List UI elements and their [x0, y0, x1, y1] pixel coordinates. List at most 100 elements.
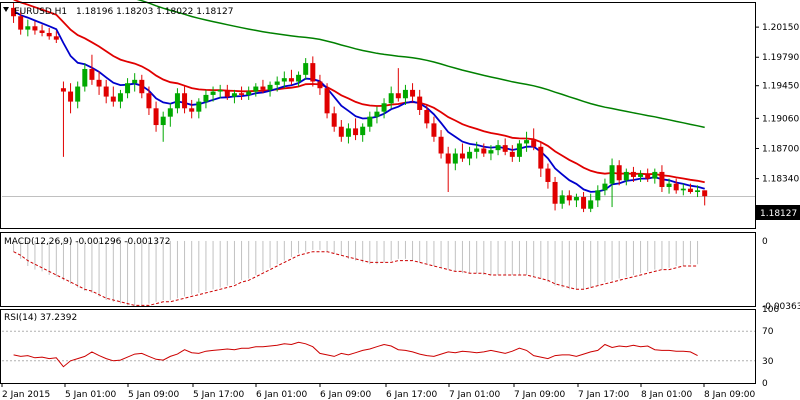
candle[interactable]	[395, 68, 401, 102]
candle[interactable]	[75, 81, 81, 109]
candle[interactable]	[296, 71, 302, 87]
candle[interactable]	[239, 86, 245, 100]
candle[interactable]	[402, 84, 408, 105]
rsi-pane[interactable]	[2, 330, 755, 368]
candle[interactable]	[317, 74, 323, 95]
candle[interactable]	[566, 190, 572, 206]
candle[interactable]	[495, 140, 501, 156]
candle[interactable]	[139, 74, 145, 99]
candle[interactable]	[110, 86, 116, 107]
candle[interactable]	[424, 104, 430, 129]
candle[interactable]	[552, 176, 558, 211]
candle[interactable]	[281, 71, 287, 89]
candle[interactable]	[103, 79, 109, 104]
candle[interactable]	[303, 58, 309, 80]
candle[interactable]	[46, 27, 52, 40]
candle[interactable]	[160, 111, 166, 142]
candle[interactable]	[117, 89, 123, 109]
price-pane[interactable]	[11, 0, 708, 213]
candle[interactable]	[132, 73, 138, 92]
candle[interactable]	[360, 123, 366, 142]
candle[interactable]	[531, 128, 537, 151]
candle[interactable]	[588, 193, 594, 213]
candle[interactable]	[89, 54, 95, 85]
candle[interactable]	[32, 21, 38, 35]
candle[interactable]	[217, 84, 223, 99]
candle[interactable]	[210, 86, 216, 102]
candle[interactable]	[68, 83, 74, 114]
macd-pane[interactable]	[13, 240, 699, 306]
candle[interactable]	[417, 89, 423, 115]
candle[interactable]	[630, 166, 636, 182]
candle[interactable]	[431, 116, 437, 142]
candle[interactable]	[39, 24, 45, 37]
candle[interactable]	[559, 190, 565, 209]
candle[interactable]	[345, 123, 351, 144]
candle[interactable]	[274, 76, 280, 92]
candle[interactable]	[267, 81, 273, 97]
candle[interactable]	[82, 63, 88, 92]
candle[interactable]	[702, 190, 708, 206]
candle[interactable]	[246, 86, 252, 100]
candle[interactable]	[474, 141, 480, 159]
candle[interactable]	[502, 138, 508, 156]
candle[interactable]	[638, 170, 644, 182]
candle[interactable]	[680, 183, 686, 196]
candle[interactable]	[438, 130, 444, 159]
candle[interactable]	[231, 89, 237, 104]
candle[interactable]	[481, 143, 487, 157]
candle[interactable]	[623, 168, 629, 186]
candle[interactable]	[196, 98, 202, 119]
candle[interactable]	[367, 111, 373, 132]
candle[interactable]	[125, 78, 131, 99]
candle[interactable]	[331, 106, 337, 132]
candle[interactable]	[18, 10, 24, 35]
candle[interactable]	[324, 83, 330, 119]
candle[interactable]	[573, 193, 579, 208]
candle[interactable]	[687, 183, 693, 194]
candle[interactable]	[595, 185, 601, 208]
candle[interactable]	[288, 69, 294, 85]
candle[interactable]	[60, 81, 66, 157]
candle[interactable]	[488, 145, 494, 161]
candle[interactable]	[581, 192, 587, 213]
candle[interactable]	[203, 89, 209, 109]
candle[interactable]	[524, 131, 530, 152]
candle[interactable]	[609, 158, 615, 208]
candle[interactable]	[338, 120, 344, 142]
candle[interactable]	[174, 88, 180, 114]
candle[interactable]	[645, 168, 651, 182]
candle[interactable]	[602, 178, 608, 196]
candle[interactable]	[445, 146, 451, 193]
candle[interactable]	[381, 98, 387, 119]
candle[interactable]	[11, 2, 17, 23]
candle[interactable]	[182, 86, 188, 114]
candle[interactable]	[253, 83, 259, 97]
candle[interactable]	[652, 168, 658, 184]
candle[interactable]	[260, 79, 266, 94]
candle[interactable]	[545, 163, 551, 189]
candle[interactable]	[695, 185, 701, 198]
candle[interactable]	[516, 140, 522, 162]
candle[interactable]	[467, 146, 473, 166]
candle[interactable]	[673, 178, 679, 194]
candle[interactable]	[189, 99, 195, 119]
candle[interactable]	[153, 101, 159, 132]
candle[interactable]	[509, 145, 515, 162]
candle[interactable]	[659, 165, 665, 193]
candle[interactable]	[410, 83, 416, 102]
candle[interactable]	[146, 86, 152, 115]
candle[interactable]	[666, 178, 672, 194]
candle[interactable]	[224, 84, 230, 100]
candle[interactable]	[459, 143, 465, 162]
candle[interactable]	[374, 106, 380, 124]
candle[interactable]	[310, 56, 316, 87]
candle[interactable]	[452, 148, 458, 171]
candle[interactable]	[616, 160, 622, 186]
candle[interactable]	[353, 118, 359, 141]
candle[interactable]	[167, 103, 173, 127]
candle[interactable]	[96, 71, 102, 95]
candle[interactable]	[53, 31, 59, 44]
candle[interactable]	[388, 86, 394, 109]
